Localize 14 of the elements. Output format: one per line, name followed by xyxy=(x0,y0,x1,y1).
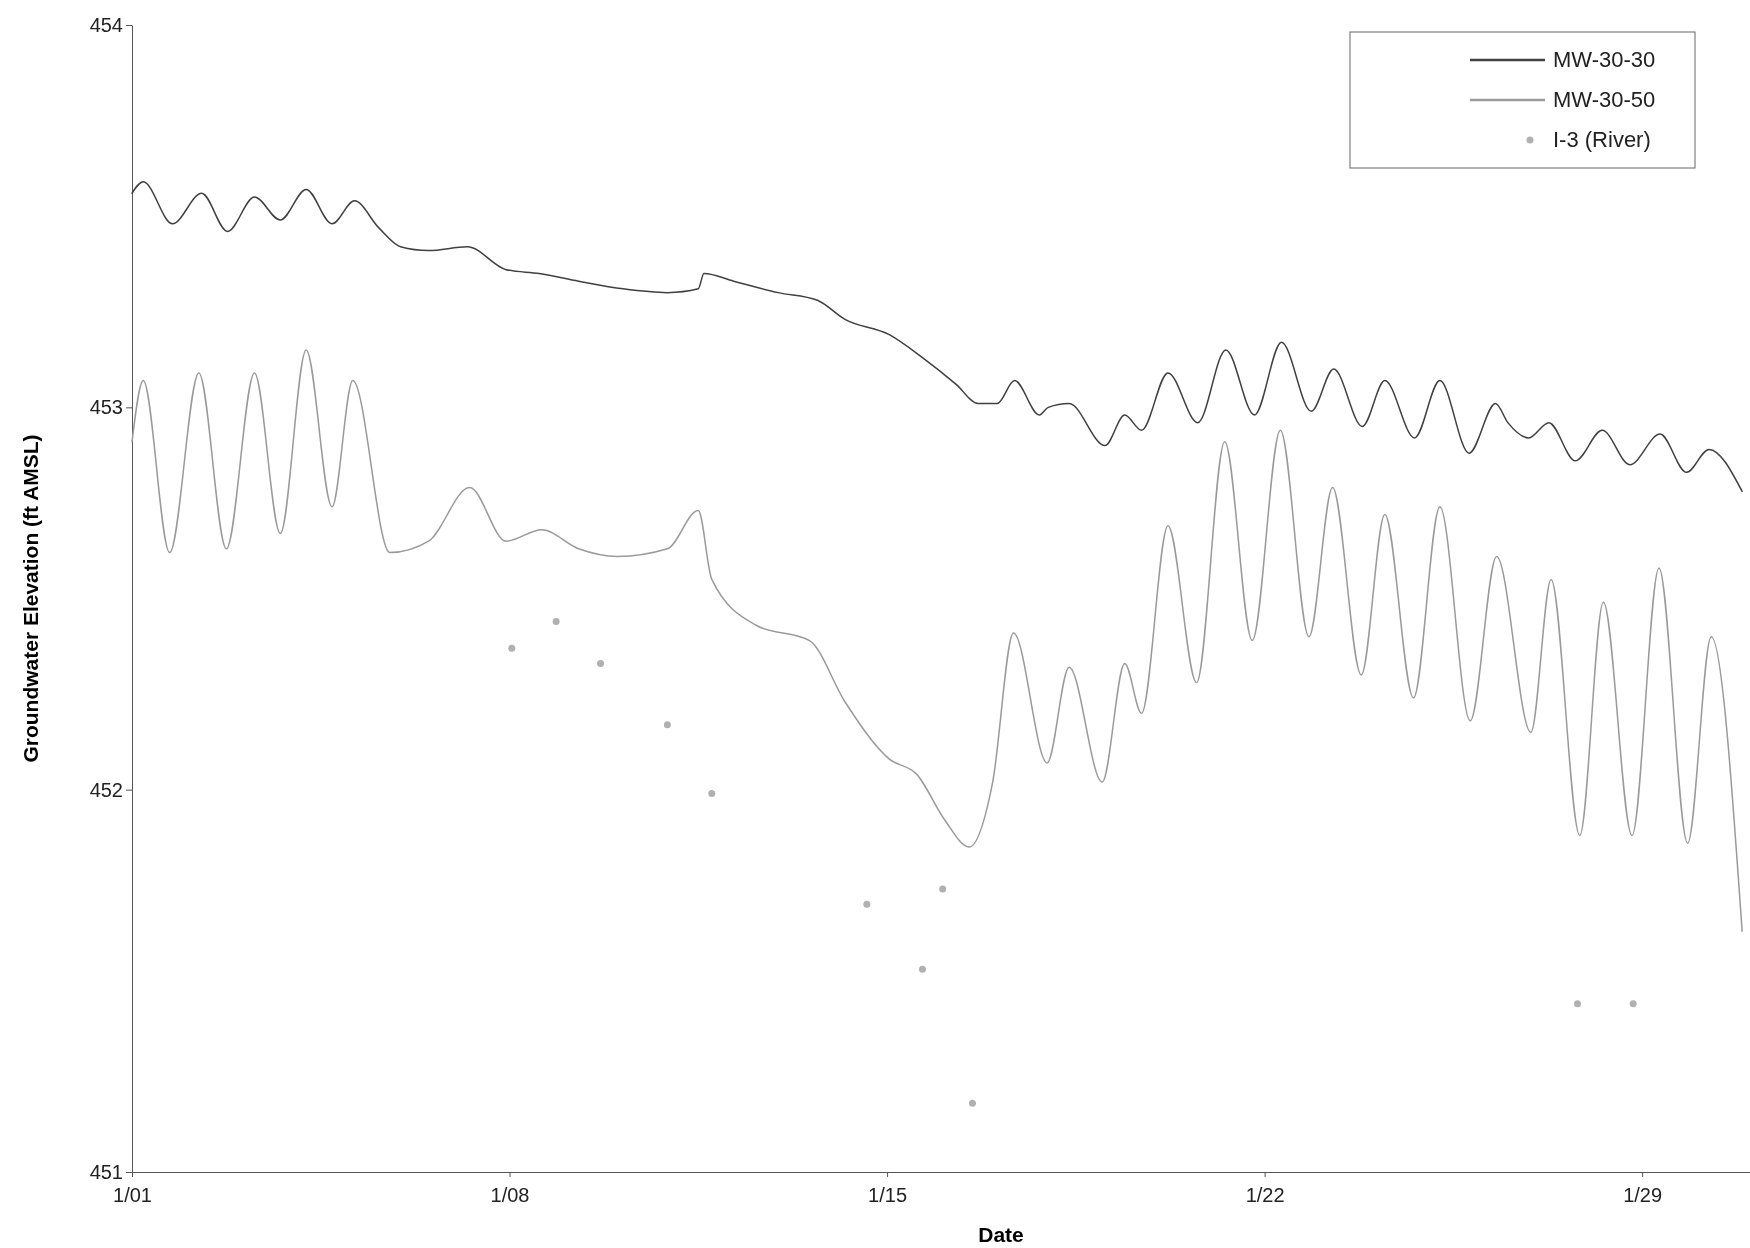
x-axis-title: Date xyxy=(978,1223,1024,1246)
y-tick-label: 451 xyxy=(89,1160,123,1183)
y-tick-label: 454 xyxy=(89,13,123,36)
legend-label: MW-30-30 xyxy=(1553,47,1656,72)
x-tick-label: 1/22 xyxy=(1245,1184,1285,1206)
y-axis-title: Groundwater Elevation (ft AMSL) xyxy=(19,434,42,763)
x-tick-label: 1/08 xyxy=(490,1184,530,1206)
y-tick-label: 452 xyxy=(89,778,123,801)
x-tick-label: 1/15 xyxy=(868,1184,908,1206)
legend-label: I-3 (River) xyxy=(1553,127,1651,152)
x-tick-label: 1/29 xyxy=(1623,1184,1663,1206)
y-tick-label: 453 xyxy=(89,396,123,419)
legend-label: MW-30-50 xyxy=(1553,87,1656,112)
x-tick-label: 1/01 xyxy=(113,1184,152,1206)
